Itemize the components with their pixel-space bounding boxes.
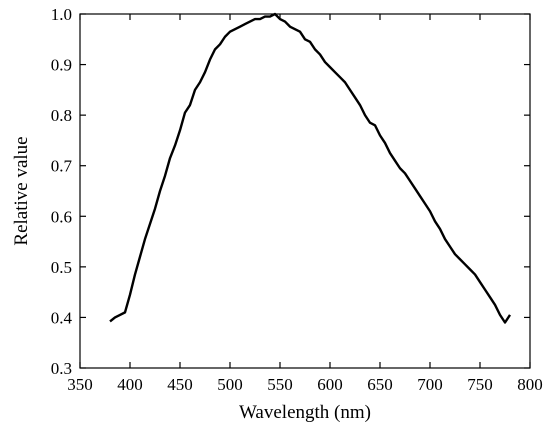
y-tick-label: 0.9 — [51, 56, 72, 75]
y-tick-label: 1.0 — [51, 5, 72, 24]
x-tick-label: 400 — [117, 375, 143, 394]
x-tick-label: 500 — [217, 375, 243, 394]
x-tick-label: 350 — [67, 375, 93, 394]
x-tick-label: 450 — [167, 375, 193, 394]
y-tick-label: 0.6 — [51, 207, 72, 226]
y-tick-label: 0.4 — [51, 308, 73, 327]
x-tick-label: 600 — [317, 375, 343, 394]
y-tick-label: 0.7 — [51, 157, 73, 176]
plot-frame — [79, 13, 531, 369]
series-line — [109, 12, 512, 324]
x-tick-label: 550 — [267, 375, 293, 394]
y-tick-label: 0.3 — [51, 359, 72, 378]
y-tick-labels: 0.3 0.4 0.5 0.6 0.7 0.8 0.9 1.0 — [51, 5, 73, 378]
y-axis-title: Relative value — [11, 136, 32, 245]
x-tick-labels: 350 400 450 500 550 600 650 700 750 800 — [67, 375, 543, 394]
x-tick-label: 700 — [417, 375, 443, 394]
axis-ticks — [79, 13, 531, 369]
y-tick-label: 0.5 — [51, 258, 72, 277]
x-tick-label: 750 — [467, 375, 493, 394]
y-tick-label: 0.8 — [51, 106, 72, 125]
x-axis-title: Wavelength (nm) — [239, 402, 371, 423]
x-tick-label: 800 — [517, 375, 543, 394]
x-tick-label: 650 — [367, 375, 393, 394]
